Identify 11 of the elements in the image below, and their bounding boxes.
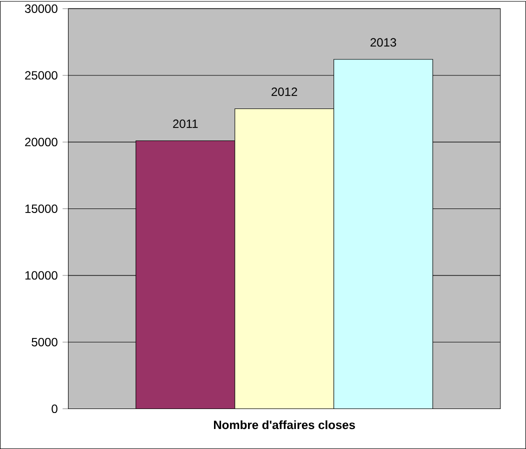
- y-tick-label: 5000: [32, 338, 58, 346]
- y-tick-label: 10000: [25, 271, 58, 280]
- y-tick-label: 20000: [25, 138, 58, 146]
- y-tick-label: 0: [52, 404, 58, 414]
- x-axis-title: Nombre d'affaires closes: [214, 420, 355, 430]
- y-tick-label: 25000: [25, 71, 58, 80]
- y-tick-label: 15000: [25, 204, 58, 213]
- y-tick-label: 30000: [24, 4, 58, 13]
- series-label: 2013: [370, 38, 396, 47]
- series-label: 2011: [173, 119, 198, 128]
- series-label: 2012: [272, 87, 298, 96]
